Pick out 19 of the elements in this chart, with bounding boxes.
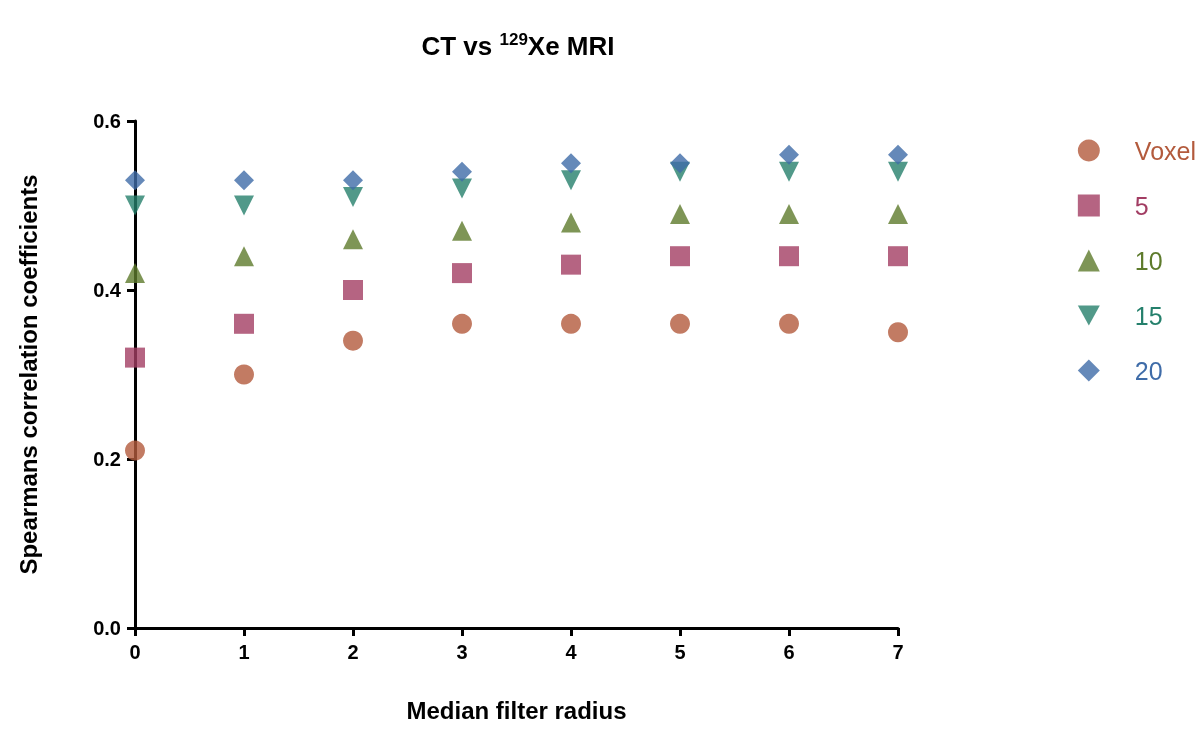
x-tick-label: 5: [674, 641, 686, 663]
legend-label: 5: [1134, 191, 1149, 220]
legend-label: Voxel: [1134, 136, 1197, 165]
x-tick-label: 7: [892, 641, 904, 663]
y-axis-title: Spearmans correlation coefficients: [14, 174, 42, 575]
x-tick-label: 2: [347, 641, 359, 663]
x-tick-label: 1: [238, 641, 250, 663]
y-tick-label: 0.2: [93, 448, 121, 470]
x-tick-label: 0: [129, 641, 141, 663]
x-tick-label: 4: [565, 641, 578, 663]
y-tick-label: 0.0: [93, 617, 121, 639]
legend-label: 15: [1134, 301, 1163, 330]
y-tick-label: 0.4: [93, 279, 122, 301]
y-tick-label: 0.6: [93, 110, 121, 132]
x-tick-label: 6: [783, 641, 795, 663]
x-tick-label: 3: [456, 641, 468, 663]
legend-label: 20: [1134, 356, 1163, 385]
legend-label: 10: [1134, 246, 1163, 275]
x-axis-title: Median filter radius: [406, 696, 627, 724]
